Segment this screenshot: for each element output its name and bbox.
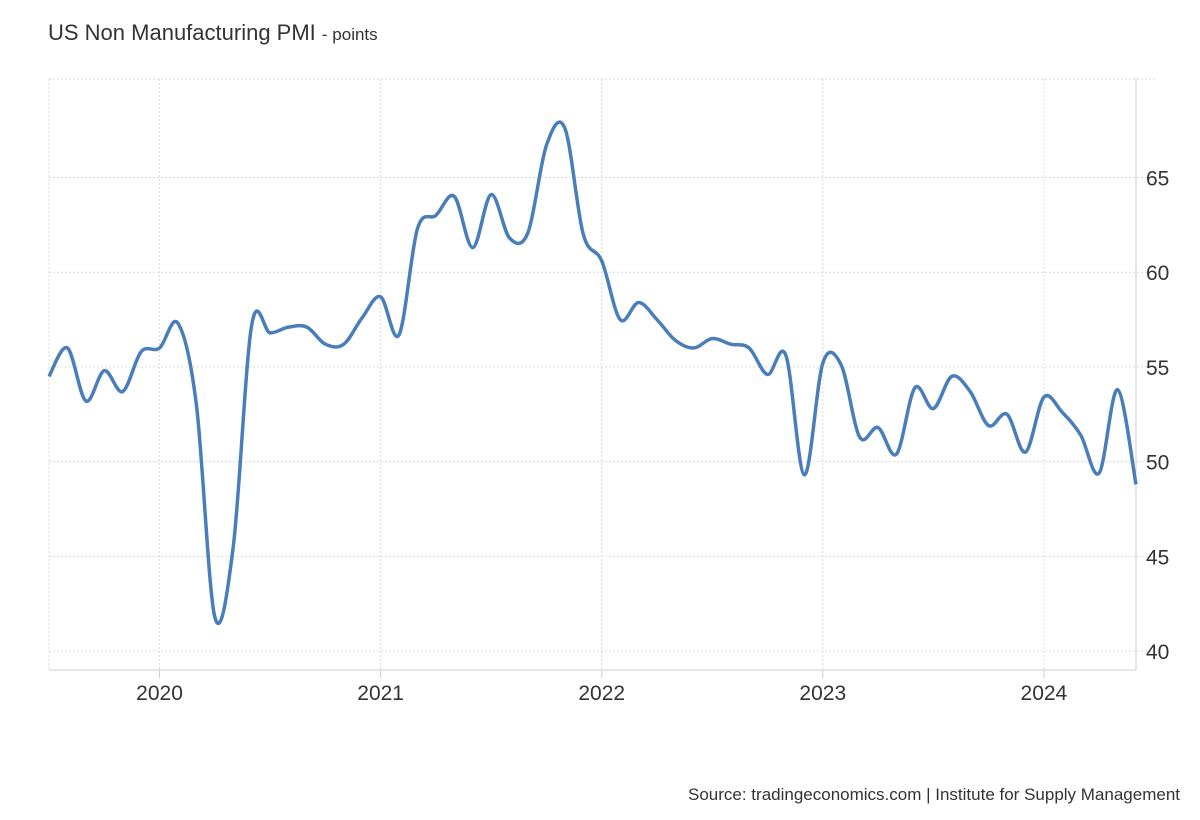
- x-tick-label: 2023: [799, 682, 846, 705]
- x-tick-label: 2021: [357, 682, 404, 705]
- y-tick-label: 60: [1146, 262, 1169, 285]
- unit-label: - points: [321, 25, 378, 44]
- y-tick-label: 50: [1146, 452, 1169, 475]
- title-text: US Non Manufacturing PMI: [48, 20, 316, 45]
- source-note: Source: tradingeconomics.com | Institute…: [688, 785, 1180, 804]
- y-tick-label: 45: [1146, 546, 1169, 569]
- chart-title: US Non Manufacturing PMI - points: [48, 20, 378, 46]
- x-tick-label: 2024: [1021, 682, 1068, 705]
- y-tick-label: 40: [1146, 641, 1169, 664]
- series-line-us-non-manufacturing-pmi: [47, 120, 1138, 626]
- y-tick-label: 65: [1146, 168, 1169, 191]
- x-tick-label: 2022: [578, 682, 625, 705]
- y-tick-label: 55: [1146, 357, 1169, 380]
- x-tick-label: 2020: [136, 682, 183, 705]
